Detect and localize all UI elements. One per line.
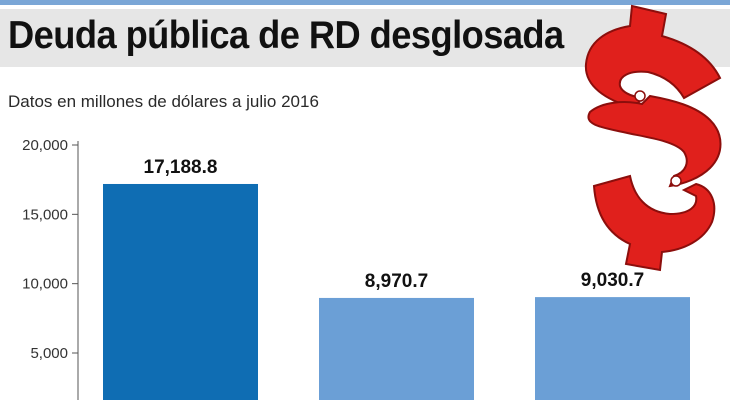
- bar-value-label: 8,970.7: [365, 271, 428, 292]
- top-accent-rule: [0, 0, 730, 5]
- chart-subtitle: Datos en millones de dólares a julio 201…: [8, 92, 319, 111]
- bar-value-label: 9,030.7: [581, 270, 644, 291]
- bar: [535, 297, 690, 400]
- bar-value-label: 17,188.8: [144, 157, 218, 178]
- y-tick-label: 5,000: [30, 345, 68, 362]
- bar: [319, 297, 474, 400]
- y-tick-label: 10,000: [22, 276, 68, 293]
- page-title: Deuda pública de RD desglosada: [8, 14, 564, 57]
- y-tick-label: 20,000: [22, 137, 68, 154]
- y-tick-label: 15,000: [22, 206, 68, 223]
- dollar-sign-icon: [584, 4, 722, 272]
- bar: [103, 183, 258, 400]
